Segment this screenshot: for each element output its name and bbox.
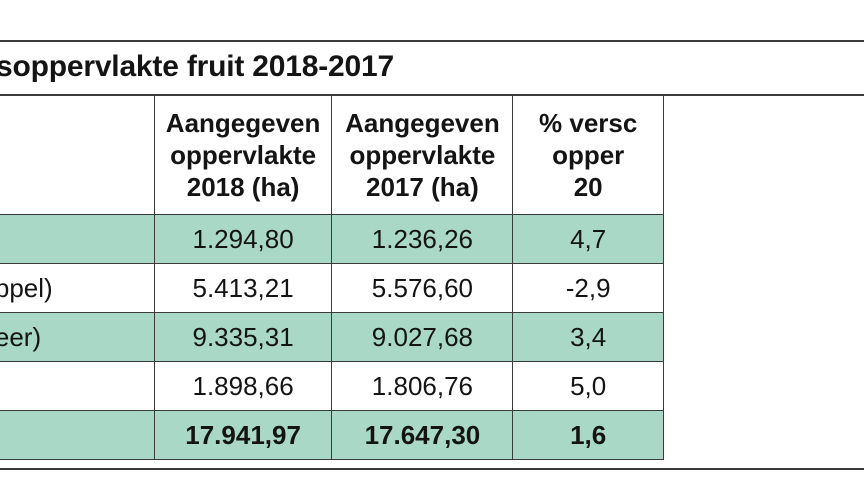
row-value-diff: 3,4 xyxy=(512,312,664,362)
header-2017: Aangegeven oppervlakte 2017 (ha) xyxy=(331,95,514,215)
total-value-diff: 1,6 xyxy=(512,410,664,460)
row-value-diff: 4,7 xyxy=(512,214,664,264)
row-value-2017: 1.236,26 xyxy=(331,214,514,264)
header-2017-line: oppervlakte xyxy=(349,140,496,170)
table-title: soppervlakte fruit 2018-2017 xyxy=(0,50,394,83)
row-value-2017: 9.027,68 xyxy=(331,312,514,362)
table-row: ge fruitteelten (appel) 5.413,21 5.576,6… xyxy=(0,263,664,313)
bottom-rule xyxy=(0,468,864,470)
row-value-2018: 1.294,80 xyxy=(153,214,333,264)
row-label: ge fruitteelten (peer) xyxy=(0,312,155,362)
top-rule xyxy=(0,40,864,42)
row-value-diff: 5,0 xyxy=(512,361,664,411)
row-value-2017: 1.806,76 xyxy=(331,361,514,411)
header-2018: Aangegeven oppervlakte 2018 (ha) xyxy=(153,95,333,215)
header-2018-line: oppervlakte xyxy=(170,140,317,170)
row-value-diff: -2,9 xyxy=(512,263,664,313)
total-value-2017: 17.647,30 xyxy=(331,410,514,460)
table-row: ge fruitteelten (peer) 9.335,31 9.027,68… xyxy=(0,312,664,362)
total-row: ruit 17.941,97 17.647,30 1,6 xyxy=(0,410,664,460)
row-label: uit xyxy=(0,361,155,411)
header-diff-line: 20 xyxy=(573,172,603,202)
total-value-2018: 17.941,97 xyxy=(153,410,333,460)
row-value-2017: 5.576,60 xyxy=(331,263,514,313)
row-label: en xyxy=(0,214,155,264)
header-2017-line: Aangegeven xyxy=(345,108,500,138)
header-2017-line: 2017 (ha) xyxy=(366,172,479,202)
header-diff-line: opper xyxy=(552,140,625,170)
row-value-2018: 5.413,21 xyxy=(153,263,333,313)
table-row: en 1.294,80 1.236,26 4,7 xyxy=(0,214,664,264)
row-value-2018: 9.335,31 xyxy=(153,312,333,362)
total-label: ruit xyxy=(0,410,155,460)
area-table: Aangegeven oppervlakte 2018 (ha) Aangege… xyxy=(0,95,664,460)
header-label xyxy=(0,95,155,215)
table-row: uit 1.898,66 1.806,76 5,0 xyxy=(0,361,664,411)
row-value-2018: 1.898,66 xyxy=(153,361,333,411)
header-diff: % versc opper 20 xyxy=(512,95,664,215)
row-label: ge fruitteelten (appel) xyxy=(0,263,155,313)
header-row: Aangegeven oppervlakte 2018 (ha) Aangege… xyxy=(0,95,664,215)
header-2018-line: Aangegeven xyxy=(165,108,321,138)
header-2018-line: 2018 (ha) xyxy=(186,172,300,202)
header-diff-line: % versc xyxy=(539,108,638,138)
